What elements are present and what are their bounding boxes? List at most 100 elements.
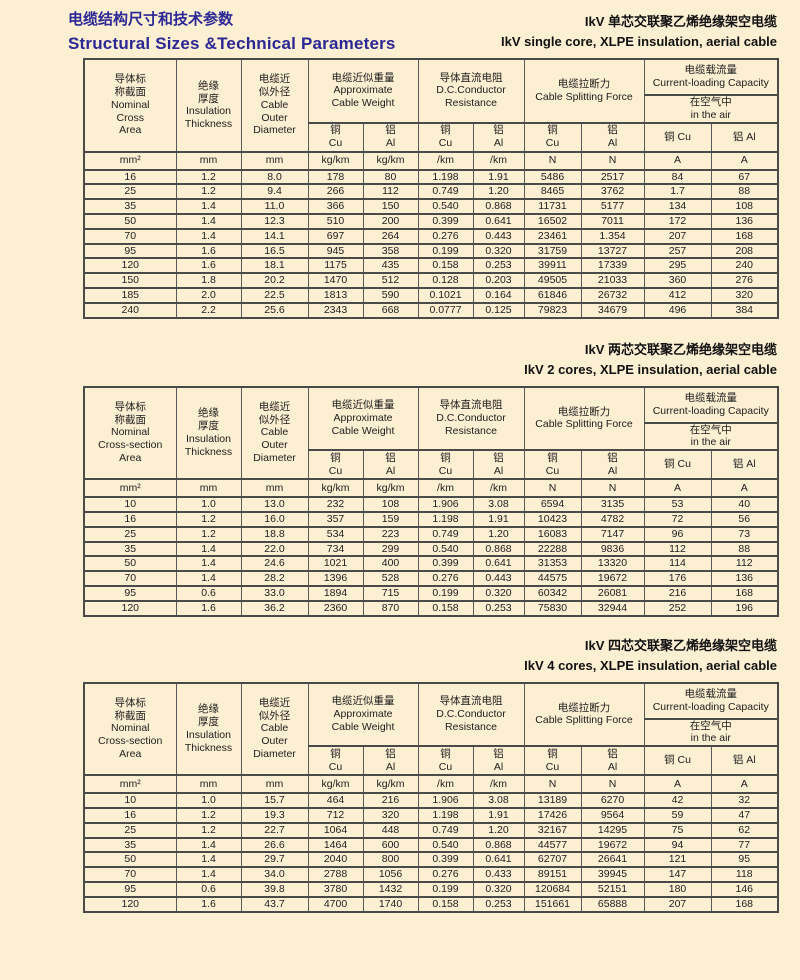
cell: 0.276 <box>417 866 474 883</box>
cell: 35 <box>83 836 177 854</box>
cell: 32167 <box>523 821 582 839</box>
cell: 13320 <box>580 555 645 573</box>
cell: 276 <box>710 272 779 289</box>
cell: 1.2 <box>175 806 242 824</box>
unit-cell: N <box>523 774 582 795</box>
cell: 2.2 <box>175 301 242 319</box>
cell: 77 <box>710 836 779 854</box>
cell: 22288 <box>523 540 582 558</box>
cell: 40 <box>710 496 779 513</box>
table-row: 10 1.0 15.7 464 216 1.906 3.08 13189 6270 42 32 <box>83 792 779 809</box>
unit-cell: kg/km <box>307 478 364 499</box>
cell: 4700 <box>307 895 364 913</box>
cell: 357 <box>307 510 364 528</box>
cell: 0.433 <box>472 866 525 883</box>
cell: 0.320 <box>472 880 525 898</box>
cell: 1740 <box>362 895 419 913</box>
cell: 21033 <box>580 272 645 289</box>
table-row: 95 1.6 16.5 945 358 0.199 0.320 31759 13727 257 20… <box>83 242 779 260</box>
col-header-dc-resistance: 导体直流电阻 D.C.Conductor Resistance <box>417 385 525 452</box>
unit-cell: /km <box>472 150 525 171</box>
cell: 35 <box>83 198 177 215</box>
cell: 1.7 <box>643 183 712 201</box>
cell: 0.399 <box>417 555 474 573</box>
col-header-al: 铝 Al <box>472 745 525 777</box>
cell: 18.8 <box>240 525 309 543</box>
table-row: 16 1.2 8.0 178 80 1.198 1.91 5486 2517 84 67 <box>83 168 779 186</box>
unit-cell: mm² <box>83 774 177 795</box>
section-subtitle-four-core: IkV 四芯交联聚乙烯绝缘架空电缆 IkV 4 cores, XLPE insu… <box>0 635 777 673</box>
cell: 121 <box>643 851 712 869</box>
cell: 42 <box>643 792 712 809</box>
cell: 14295 <box>580 821 645 839</box>
cell: 168 <box>710 227 779 245</box>
cell: 1.20 <box>472 525 525 543</box>
cell: 0.641 <box>472 212 525 230</box>
cell: 1175 <box>307 257 364 275</box>
cell: 19672 <box>580 836 645 854</box>
col-header-dc-resistance: 导体直流电阻 D.C.Conductor Resistance <box>417 681 525 748</box>
col-header-splitting-force: 电缆拉断力 Cable Splitting Force <box>523 385 645 452</box>
cell: 118 <box>710 866 779 883</box>
cell: 84 <box>643 168 712 186</box>
cell: 0.164 <box>472 286 525 304</box>
cell: 10423 <box>523 510 582 528</box>
four-core-table: 导体标 称截面 Nominal Cross-section Area 绝缘 厚度… <box>83 681 780 913</box>
cell: 0.6 <box>175 584 242 602</box>
header-row-groups: 导体标 称截面 Nominal Cross-section Area 绝缘 厚度… <box>83 681 779 777</box>
col-header-cable-weight: 电缆近似重量 Approximate Cable Weight <box>307 58 419 124</box>
table-row: 120 1.6 18.1 1175 435 0.158 0.253 39911 17339 295… <box>83 257 779 275</box>
col-header-cable-weight: 电缆近似重量 Approximate Cable Weight <box>307 681 419 748</box>
cell: 2360 <box>307 599 364 617</box>
cell: 712 <box>307 806 364 824</box>
cell: 16 <box>83 510 177 528</box>
table-row: 185 2.0 22.5 1813 590 0.1021 0.164 61846 26732 41… <box>83 286 779 304</box>
cell: 1894 <box>307 584 364 602</box>
units-row: mm² mm mm kg/km kg/km/km/km N N A A <box>83 478 779 499</box>
cell: 697 <box>307 227 364 245</box>
col-header-current-capacity: 电缆载流量 Current-loading Capacity <box>643 681 779 720</box>
col-header-in-the-air: 在空气中 in the air <box>643 94 779 124</box>
cell: 120 <box>83 599 177 617</box>
cell: 295 <box>643 257 712 275</box>
table-body: 16 1.2 8.0 178 80 1.198 1.91 5486 2517 84 67 25 1.2 9… <box>83 168 779 319</box>
cell: 59 <box>643 806 712 824</box>
cell: 4782 <box>580 510 645 528</box>
cell: 528 <box>362 570 419 587</box>
cell: 0.203 <box>472 272 525 289</box>
unit-cell: kg/km <box>307 150 364 171</box>
cell: 7011 <box>580 212 645 230</box>
cell: 0.253 <box>472 895 525 913</box>
col-header-in-the-air: 在空气中 in the air <box>643 421 779 452</box>
section-subtitle-en: IkV 4 cores, XLPE insulation, aerial cab… <box>524 657 777 673</box>
cell: 1.198 <box>417 806 474 824</box>
cell: 384 <box>710 301 779 319</box>
col-header-al: 铝 Al <box>710 121 779 153</box>
cell: 16 <box>83 168 177 186</box>
page-title-block: 电缆结构尺寸和技术参数 Structural Sizes &Technical … <box>68 8 396 54</box>
table-row: 70 1.4 14.1 697 264 0.276 0.443 23461 1.354 207 16… <box>83 227 779 245</box>
col-header-cu: 铜 Cu <box>307 449 364 481</box>
cell: 1464 <box>307 836 364 854</box>
table-row: 240 2.2 25.6 2343 668 0.0777 0.125 79823 34679 49… <box>83 301 779 319</box>
unit-cell: A <box>710 478 779 499</box>
cell: 0.6 <box>175 880 242 898</box>
cell: 53 <box>643 496 712 513</box>
table-row: 35 1.4 11.0 366 150 0.540 0.868 11731 5177 134 108 <box>83 198 779 215</box>
cell: 0.443 <box>472 227 525 245</box>
cell: 534 <box>307 525 364 543</box>
unit-cell: mm <box>175 774 242 795</box>
cell: 75830 <box>523 599 582 617</box>
cell: 240 <box>710 257 779 275</box>
col-header-al: 铝 Al <box>580 121 645 153</box>
cell: 0.253 <box>472 599 525 617</box>
col-header-cu: 铜 Cu <box>417 745 474 777</box>
col-header-nominal-area: 导体标 称截面 Nominal Cross Area <box>83 58 177 153</box>
cell: 2343 <box>307 301 364 319</box>
cell: 8.0 <box>240 168 309 186</box>
cell: 150 <box>83 272 177 289</box>
cell: 1.0 <box>175 496 242 513</box>
table-row: 50 1.4 29.7 2040 800 0.399 0.641 62707 26641 121 9… <box>83 851 779 869</box>
cell: 1021 <box>307 555 364 573</box>
cell: 70 <box>83 227 177 245</box>
